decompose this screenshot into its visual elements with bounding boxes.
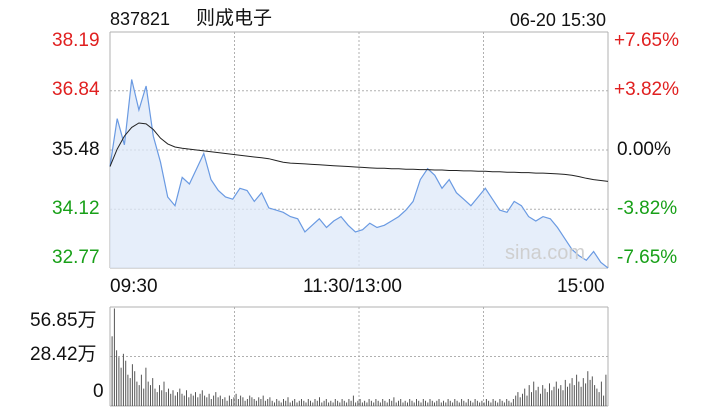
x-tick-1: 11:30/13:00 (303, 276, 402, 297)
y-right-tick-0: +7.65% (614, 30, 679, 51)
x-tick-0: 09:30 (110, 276, 158, 297)
watermark: sina.com (505, 242, 586, 264)
y-right-tick-2: 0.00% (617, 139, 671, 160)
volume-tick-2: 0 (93, 381, 104, 402)
y-left-tick-0: 38.19 (52, 30, 100, 51)
y-right-tick-1: +3.82% (614, 79, 679, 100)
stock-code: 837821 (110, 9, 171, 29)
volume-tick-0: 56.85万 (30, 310, 97, 331)
price-line (109, 79, 609, 269)
datetime-label: 06-20 15:30 (509, 10, 606, 30)
stock-name: 则成电子 (196, 7, 273, 29)
volume-tick-1: 28.42万 (30, 344, 97, 365)
y-right-tick-4: -7.65% (617, 247, 678, 268)
volume-bars (111, 308, 607, 406)
y-left-tick-1: 36.84 (52, 79, 100, 100)
y-left-tick-2: 35.48 (52, 139, 100, 160)
average-price-line (109, 122, 609, 182)
y-right-tick-3: -3.82% (617, 198, 678, 219)
y-left-tick-3: 34.12 (52, 198, 100, 219)
y-left-tick-4: 32.77 (52, 247, 100, 268)
price-area-fill (110, 79, 608, 268)
x-tick-2: 15:00 (557, 276, 605, 297)
